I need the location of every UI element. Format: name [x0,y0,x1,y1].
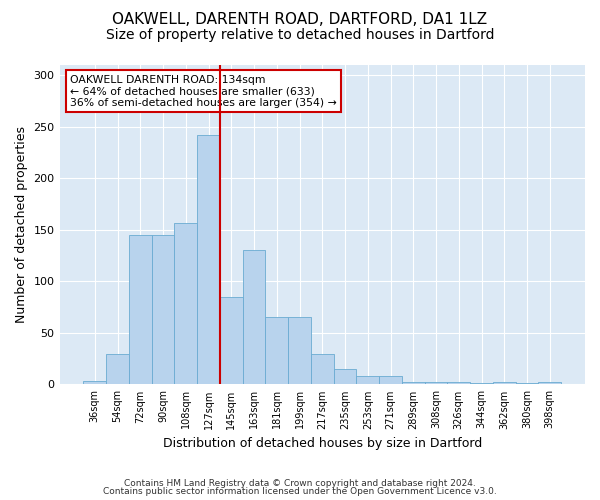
Bar [311,354,334,384]
Bar [425,382,448,384]
X-axis label: Distribution of detached houses by size in Dartford: Distribution of detached houses by size … [163,437,482,450]
Bar [538,382,561,384]
Bar [220,297,242,384]
Bar [493,382,515,384]
Bar [152,235,175,384]
Bar [356,376,379,384]
Bar [402,382,425,384]
Bar [106,354,129,384]
Text: Contains HM Land Registry data © Crown copyright and database right 2024.: Contains HM Land Registry data © Crown c… [124,478,476,488]
Bar [379,376,402,384]
Bar [197,135,220,384]
Bar [242,250,265,384]
Bar [288,318,311,384]
Bar [334,369,356,384]
Text: Contains public sector information licensed under the Open Government Licence v3: Contains public sector information licen… [103,487,497,496]
Bar [175,222,197,384]
Bar [129,235,152,384]
Y-axis label: Number of detached properties: Number of detached properties [15,126,28,323]
Text: Size of property relative to detached houses in Dartford: Size of property relative to detached ho… [106,28,494,42]
Bar [448,382,470,384]
Text: OAKWELL, DARENTH ROAD, DARTFORD, DA1 1LZ: OAKWELL, DARENTH ROAD, DARTFORD, DA1 1LZ [112,12,488,28]
Text: OAKWELL DARENTH ROAD: 134sqm
← 64% of detached houses are smaller (633)
36% of s: OAKWELL DARENTH ROAD: 134sqm ← 64% of de… [70,74,337,108]
Bar [83,382,106,384]
Bar [265,318,288,384]
